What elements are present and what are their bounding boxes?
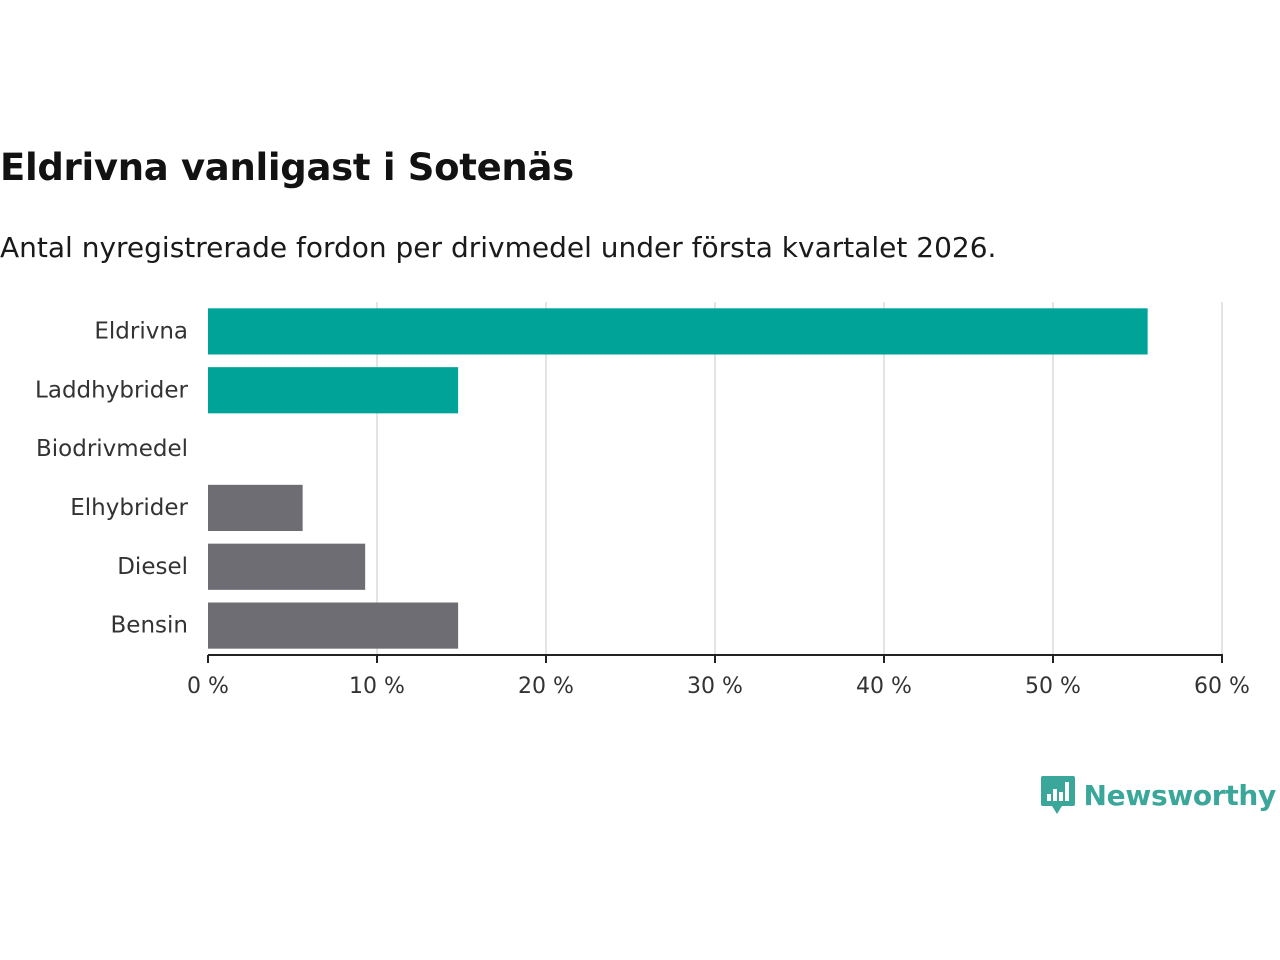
x-tick-label: 30 % [687, 674, 743, 699]
bar-laddhybrider [208, 367, 459, 414]
category-label: Bensin [111, 613, 188, 639]
category-label: Biodrivmedel [36, 436, 188, 462]
newsworthy-logo: Newsworthy [1040, 774, 1276, 816]
category-label: Laddhybrider [35, 377, 188, 403]
x-tick-label: 40 % [856, 674, 912, 699]
x-tick-label: 20 % [518, 674, 574, 699]
bar-chart: Eldrivna Laddhybrider Biodrivmedel Elhybrid… [35, 302, 1250, 699]
category-label: Eldrivna [94, 318, 188, 344]
x-tick-label: 0 % [187, 674, 229, 699]
bar-eldrivna [208, 308, 1148, 355]
x-tick-label: 60 % [1194, 674, 1250, 699]
x-tick-label: 50 % [1025, 674, 1081, 699]
bar-bensin [208, 602, 459, 649]
category-label: Elhybrider [70, 495, 188, 521]
bar-elhybrider [208, 484, 303, 532]
bar-diesel [208, 543, 366, 590]
x-tick-label: 10 % [349, 674, 405, 699]
newsworthy-logo-icon [1040, 776, 1075, 814]
category-label: Diesel [117, 554, 188, 580]
newsworthy-logo-text: Newsworthy [1083, 778, 1277, 812]
chart-subtitle: Antal nyregistrerade fordon per drivmede… [0, 231, 997, 264]
chart-title: Eldrivna vanligast i Sotenäs [0, 146, 574, 189]
